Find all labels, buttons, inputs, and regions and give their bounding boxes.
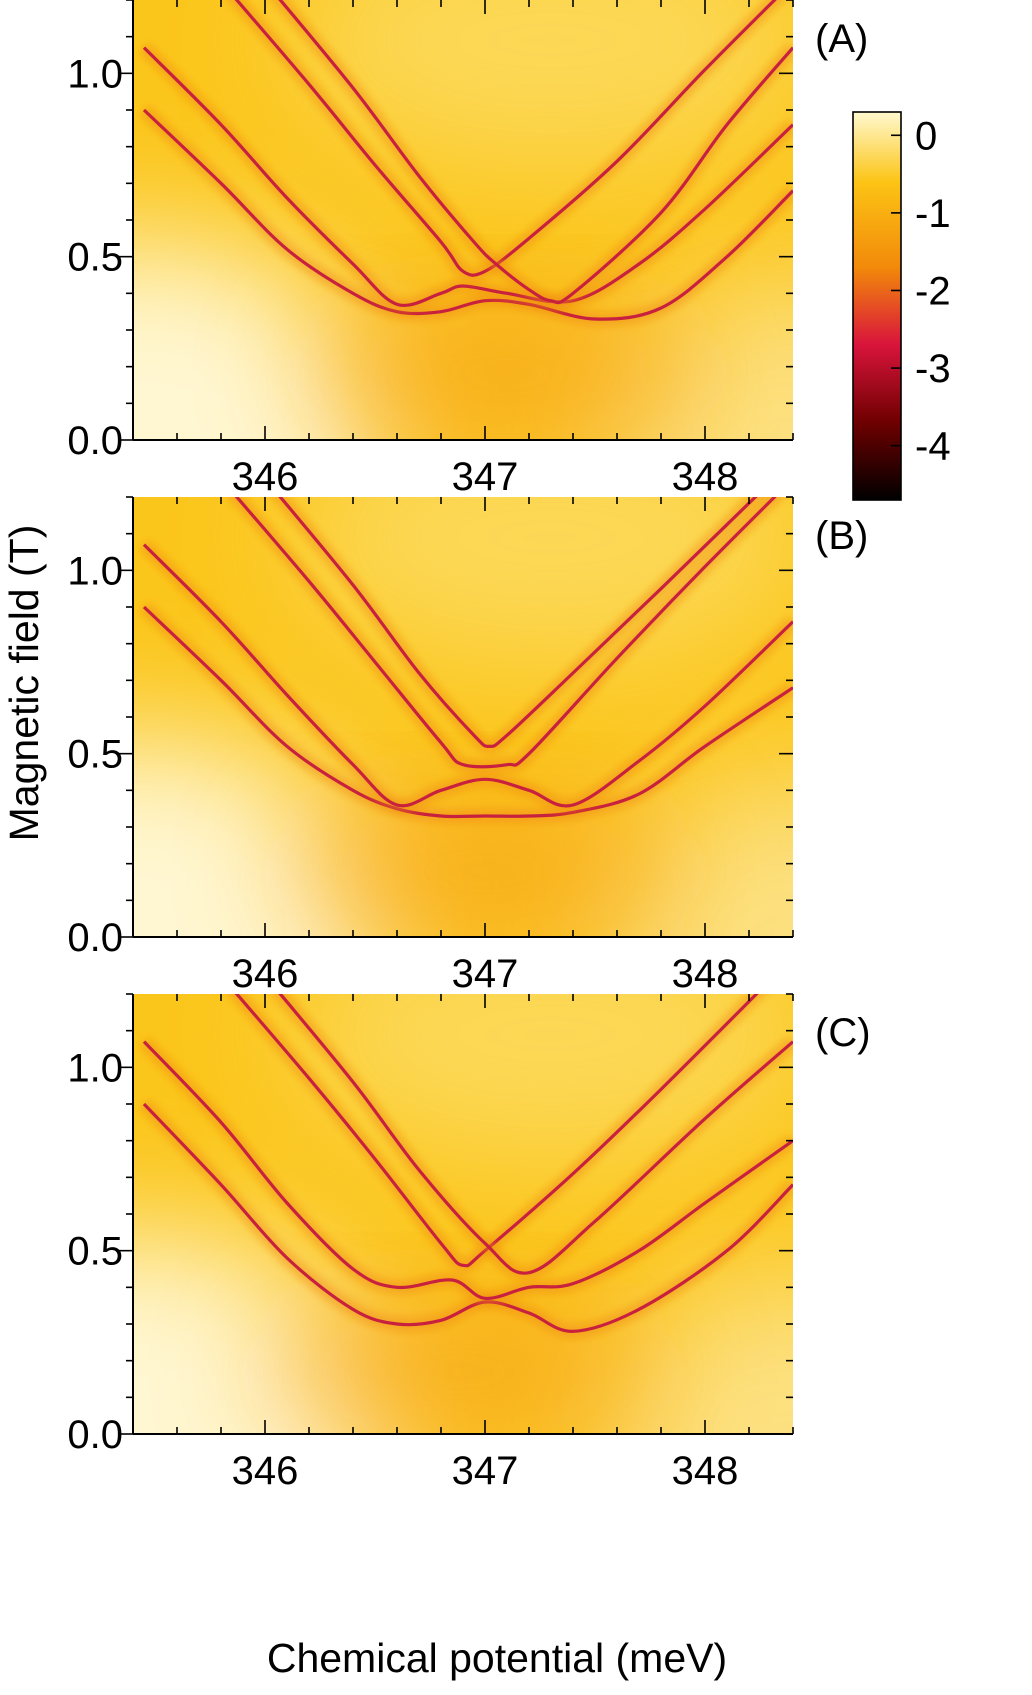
high-field-highlight [291,0,793,170]
high-field-highlight [291,497,793,667]
curve-branch-1 [142,1102,793,1333]
curve-branch-3 [234,497,777,769]
y-tick-label: 0.0 [67,1413,123,1457]
curve-branch-2 [142,543,793,808]
curve-branch-2 [142,1040,793,1300]
y-tick-label: 0.5 [67,236,123,280]
x-tick-label: 348 [672,952,739,996]
panel-2: 0.0 0.5 1.0 346 347 348 (C) [67,993,871,1493]
colorbar-tick-label: -4 [915,425,951,469]
curve-branch-4 [278,0,793,305]
x-tick-label: 348 [672,1449,739,1493]
curve-branch-1 [142,108,793,321]
x-axis-label: Chemical potential (meV) [267,1635,727,1681]
panel-label: (C) [815,1011,871,1055]
panel-label: (A) [815,17,868,61]
curve-branch-4 [278,994,793,1275]
y-tick-label: 0.5 [67,1230,123,1274]
colorbar-tick-label: 0 [915,114,937,158]
curve-branch-3 [234,0,777,277]
panel-1: 0.0 0.5 1.0 346 347 348 (B) [67,496,868,996]
x-tick-label: 346 [232,952,299,996]
panels: 0.0 0.5 1.0 346 347 348 (A) 0.0 0.5 1.0 346 347 348 (… [67,0,871,1493]
x-tick-label: 347 [452,1449,519,1493]
colorbar-tick-label: -3 [915,347,951,391]
x-tick-label: 346 [232,455,299,499]
curve-branch-2 [142,46,793,307]
colorbar-tick-label: -2 [915,269,951,313]
x-tick-label: 347 [452,455,519,499]
colorbar-gradient [852,111,902,501]
y-tick-label: 0.5 [67,733,123,777]
y-axis-label: Magnetic field (T) [1,525,47,842]
curve-branch-1 [142,605,793,819]
y-tick-label: 0.0 [67,419,123,463]
x-tick-label: 348 [672,455,739,499]
background-minimum [285,801,685,937]
panel-0: 0.0 0.5 1.0 346 347 348 (A) [67,0,868,499]
y-tick-label: 0.0 [67,916,123,960]
x-tick-label: 346 [232,1449,299,1493]
panel-label: (B) [815,514,868,558]
colorbar: 0 -1 -2 -3 -4 [852,111,951,501]
y-tick-label: 1.0 [67,549,123,593]
high-field-highlight [291,994,793,1164]
curve-branch-3 [234,994,759,1268]
colorbar-tick-label: -1 [915,192,951,236]
y-tick-label: 1.0 [67,1046,123,1090]
curve-branch-4 [278,497,758,748]
x-tick-label: 347 [452,952,519,996]
background-minimum [307,304,707,440]
y-tick-label: 1.0 [67,52,123,96]
